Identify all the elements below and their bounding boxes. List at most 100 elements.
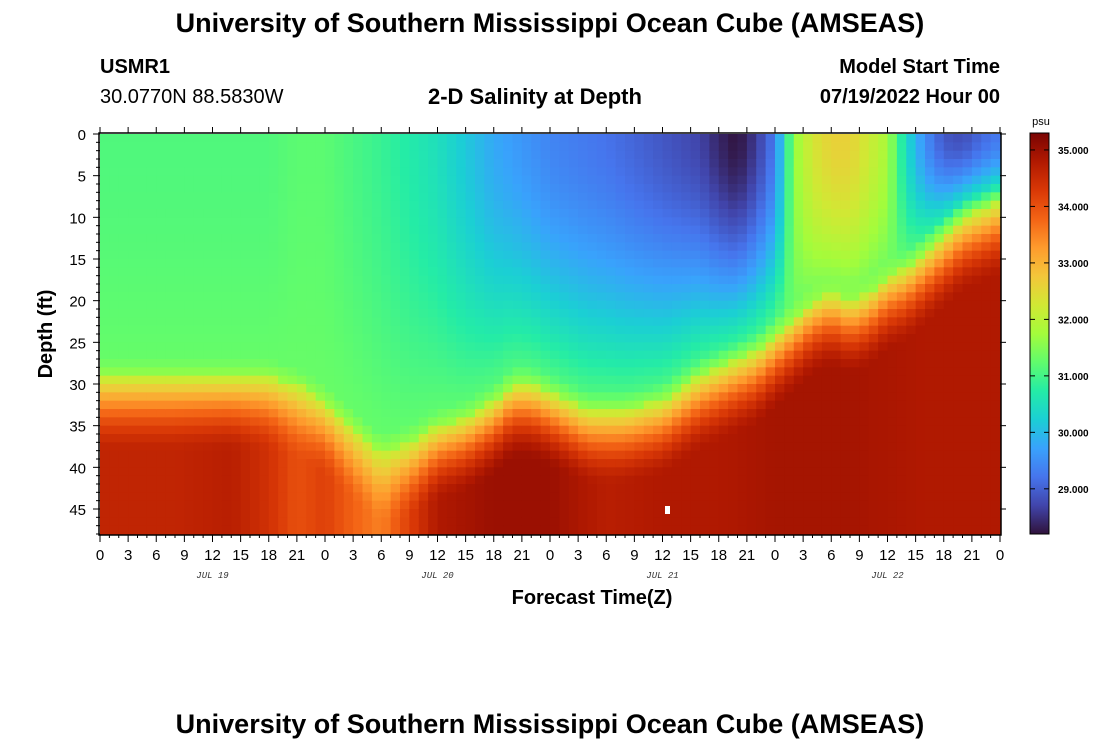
heatmap-cell <box>775 334 785 343</box>
heatmap-cell <box>353 325 364 335</box>
heatmap-cell <box>165 284 176 293</box>
heatmap-cell <box>259 159 270 168</box>
heatmap-cell <box>278 250 289 260</box>
heatmap-cell <box>625 367 635 377</box>
heatmap-cell <box>934 459 945 468</box>
heatmap-cell <box>371 350 382 360</box>
heatmap-cell <box>109 259 120 268</box>
heatmap-cell <box>146 250 157 260</box>
heatmap-cell <box>203 325 214 335</box>
heatmap-cell <box>109 442 120 452</box>
heatmap-cell <box>915 209 926 218</box>
heatmap-cell <box>531 475 542 485</box>
heatmap-cell <box>390 484 401 493</box>
heatmap-cell <box>484 459 495 468</box>
heatmap-cell <box>887 242 898 252</box>
heatmap-cell <box>625 184 635 193</box>
heatmap-cell <box>456 284 467 293</box>
heatmap-cell <box>362 275 373 285</box>
heatmap-cell <box>915 134 926 143</box>
heatmap-cell <box>465 167 476 177</box>
heatmap-cell <box>662 425 673 435</box>
heatmap-cell <box>250 267 260 277</box>
heatmap-cell <box>671 184 682 193</box>
heatmap-cell <box>156 459 167 468</box>
heatmap-cell <box>578 134 589 143</box>
x-tick-label: 21 <box>514 547 531 564</box>
heatmap-cell <box>400 217 410 227</box>
heatmap-cell <box>606 175 617 185</box>
heatmap-cell <box>859 475 870 485</box>
heatmap-cell <box>521 400 532 410</box>
heatmap-cell <box>109 459 120 468</box>
heatmap-cell <box>793 225 804 235</box>
heatmap-cell <box>756 459 767 468</box>
heatmap-cell <box>503 300 514 310</box>
heatmap-cell <box>850 400 860 410</box>
heatmap-cell <box>287 425 298 435</box>
heatmap-cell <box>550 342 560 352</box>
heatmap-cell <box>737 167 748 177</box>
heatmap-cell <box>859 442 870 452</box>
heatmap-cell <box>203 209 214 218</box>
heatmap-cell <box>325 417 335 427</box>
heatmap-cell <box>718 225 729 235</box>
heatmap-cell <box>625 275 635 285</box>
heatmap-cell <box>306 159 317 168</box>
heatmap-cell <box>165 134 176 143</box>
heatmap-cell <box>746 250 757 260</box>
heatmap-cell <box>615 284 626 293</box>
heatmap-cell <box>728 325 739 335</box>
heatmap-cell <box>925 509 935 518</box>
heatmap-cell <box>315 200 326 210</box>
heatmap-cell <box>381 467 392 477</box>
heatmap-cell <box>840 434 851 443</box>
heatmap-cell <box>690 142 701 152</box>
heatmap-cell <box>756 350 767 360</box>
heatmap-cell <box>109 525 120 535</box>
heatmap-cell <box>662 134 673 143</box>
heatmap-cell <box>596 400 607 410</box>
heatmap-cell <box>896 184 907 193</box>
heatmap-cell <box>634 242 645 252</box>
heatmap-cell <box>128 309 139 318</box>
heatmap-cell <box>446 175 457 185</box>
heatmap-cell <box>221 209 232 218</box>
heatmap-cell <box>803 284 814 293</box>
heatmap-cell <box>493 517 504 527</box>
heatmap-cell <box>578 392 589 402</box>
heatmap-cell <box>493 275 504 285</box>
heatmap-cell <box>287 200 298 210</box>
heatmap-cell <box>325 192 335 202</box>
heatmap-cell <box>690 417 701 427</box>
heatmap-cell <box>484 134 495 143</box>
heatmap-cell <box>250 142 260 152</box>
heatmap-cell <box>746 509 757 518</box>
heatmap-cell <box>137 284 148 293</box>
heatmap-cell <box>615 425 626 435</box>
heatmap-cell <box>615 392 626 402</box>
heatmap-cell <box>906 359 917 368</box>
heatmap-cell <box>484 217 495 227</box>
heatmap-cell <box>437 359 448 368</box>
heatmap-cell <box>540 292 551 302</box>
heatmap-cell <box>203 184 214 193</box>
heatmap-cell <box>512 325 523 335</box>
heatmap-cell <box>531 442 542 452</box>
heatmap-cell <box>128 159 139 168</box>
heatmap-cell <box>746 434 757 443</box>
heatmap-cell <box>971 267 982 277</box>
heatmap-cell <box>812 417 823 427</box>
heatmap-cell <box>737 425 748 435</box>
heatmap-cell <box>700 242 710 252</box>
heatmap-cell <box>971 242 982 252</box>
heatmap-cell <box>456 242 467 252</box>
heatmap-cell <box>437 492 448 502</box>
heatmap-cell <box>137 317 148 327</box>
heatmap-cell <box>428 175 439 185</box>
heatmap-cell <box>540 475 551 485</box>
heatmap-cell <box>531 375 542 385</box>
heatmap-cell <box>756 359 767 368</box>
heatmap-cell <box>793 209 804 218</box>
heatmap-cell <box>550 134 560 143</box>
